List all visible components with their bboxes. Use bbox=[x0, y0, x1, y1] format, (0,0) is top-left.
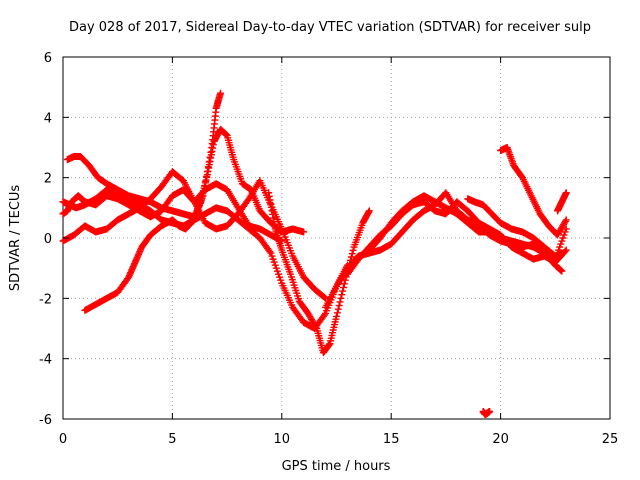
data-point bbox=[335, 302, 343, 310]
data-point bbox=[337, 294, 345, 302]
data-point bbox=[203, 168, 211, 176]
data-points bbox=[59, 89, 570, 418]
y-tick-label: -4 bbox=[39, 353, 52, 368]
data-point bbox=[365, 207, 373, 215]
chart-title: Day 028 of 2017, Sidereal Day-to-day VTE… bbox=[69, 20, 591, 35]
series-track-e bbox=[59, 168, 330, 302]
data-point bbox=[562, 246, 570, 254]
data-point bbox=[349, 246, 357, 254]
y-tick-label: 2 bbox=[44, 172, 52, 187]
y-tick-label: 4 bbox=[44, 111, 52, 126]
data-point bbox=[206, 153, 214, 161]
y-tick-label: 0 bbox=[44, 232, 52, 247]
data-point bbox=[338, 291, 346, 299]
x-tick-label: 15 bbox=[383, 432, 400, 447]
data-point bbox=[348, 250, 356, 258]
data-point bbox=[201, 182, 209, 190]
data-point bbox=[558, 267, 566, 275]
data-point bbox=[207, 148, 215, 156]
series-track-b bbox=[59, 180, 286, 245]
x-tick-label: 5 bbox=[168, 432, 176, 447]
data-point bbox=[266, 248, 274, 256]
series-track-d bbox=[81, 89, 225, 314]
y-tick-label: -2 bbox=[39, 292, 52, 307]
data-point bbox=[204, 163, 212, 171]
y-tick-label: 6 bbox=[44, 51, 52, 66]
data-point bbox=[562, 189, 570, 197]
series-track-l bbox=[553, 189, 570, 215]
data-point bbox=[333, 309, 341, 317]
y-tick-label: -6 bbox=[39, 413, 52, 428]
data-point bbox=[205, 158, 213, 166]
data-point bbox=[558, 249, 566, 257]
x-tick-label: 25 bbox=[602, 432, 619, 447]
data-point bbox=[300, 228, 308, 236]
data-point bbox=[336, 298, 344, 306]
data-point bbox=[200, 187, 208, 195]
data-point bbox=[334, 305, 342, 313]
x-tick-label: 0 bbox=[59, 432, 67, 447]
series-track-i bbox=[365, 192, 566, 275]
x-tick-label: 10 bbox=[274, 432, 291, 447]
ticks: 0 5 10 15 20 25 -6 -4 -2 0 2 4 6 bbox=[39, 51, 618, 447]
x-axis-label: GPS time / hours bbox=[282, 459, 391, 474]
data-point bbox=[340, 283, 348, 291]
data-point bbox=[202, 177, 210, 185]
data-point bbox=[561, 217, 569, 225]
data-point bbox=[340, 280, 348, 288]
x-tick-label: 20 bbox=[492, 432, 509, 447]
data-point bbox=[339, 287, 347, 295]
data-point bbox=[203, 172, 211, 180]
series-track-f bbox=[265, 189, 373, 357]
data-point bbox=[320, 311, 328, 319]
data-point bbox=[320, 293, 328, 301]
series-track-k bbox=[497, 144, 570, 239]
data-point bbox=[217, 89, 225, 97]
data-point bbox=[312, 323, 320, 331]
data-point bbox=[347, 253, 355, 261]
series-isolated-low bbox=[479, 407, 494, 418]
data-point bbox=[486, 407, 494, 415]
data-point bbox=[333, 312, 340, 320]
series-track-j bbox=[464, 195, 566, 260]
series-track-c bbox=[63, 125, 308, 236]
y-axis-label: SDTVAR / TECUs bbox=[8, 185, 23, 292]
data-point bbox=[562, 216, 570, 224]
data-point bbox=[199, 192, 207, 200]
